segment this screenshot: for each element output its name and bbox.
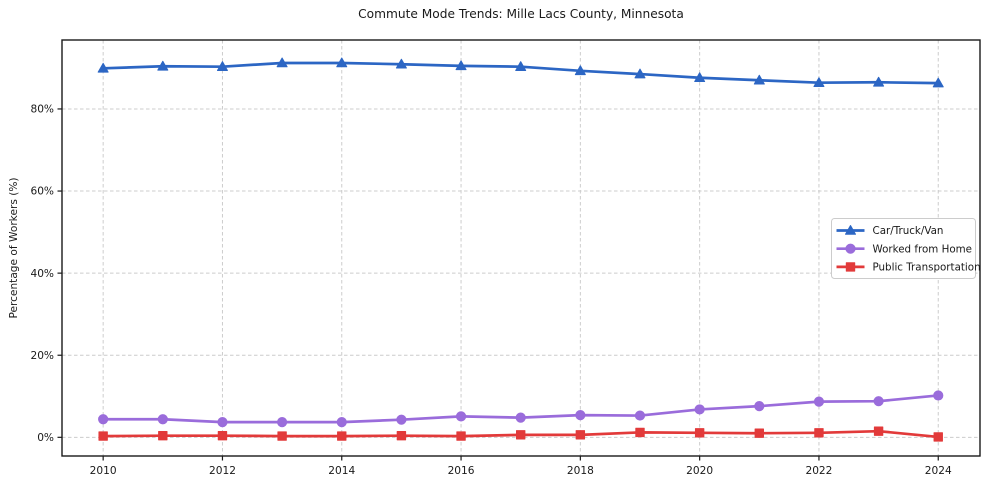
marker-public-transportation-2024 xyxy=(933,432,943,442)
marker-car-truck-van-2011 xyxy=(157,60,169,71)
marker-car-truck-van-2018 xyxy=(574,65,586,76)
marker-car-truck-van-2023 xyxy=(873,76,885,87)
x-tick-label: 2010 xyxy=(90,465,117,477)
legend-item-public-transportation: Public Transportation xyxy=(836,262,981,274)
marker-car-truck-van-2022 xyxy=(813,77,825,87)
marker-worked-from-home-2017 xyxy=(515,412,526,423)
marker-public-transportation-2018 xyxy=(575,430,586,440)
marker-public-transportation-2019 xyxy=(635,427,645,438)
marker-public-transportation-2020 xyxy=(694,428,705,438)
marker-worked-from-home-2013 xyxy=(277,417,288,428)
marker-worked-from-home-2012 xyxy=(217,417,228,428)
series-worked-from-home xyxy=(98,390,944,428)
marker-car-truck-van-2015 xyxy=(395,58,407,69)
marker-car-truck-van-2012 xyxy=(216,61,228,71)
legend-label: Public Transportation xyxy=(873,262,981,274)
x-tick-label: 2024 xyxy=(925,465,952,477)
x-tick-label: 2014 xyxy=(328,465,355,477)
axes-ticks: 2010 2012 2014 2016 2018 2020 2022 2024 0% 20% 40%… xyxy=(30,104,952,477)
marker-car-truck-van-2013 xyxy=(276,57,288,68)
y-axis-label: Percentage of Workers (%) xyxy=(8,177,20,319)
legend-box xyxy=(831,218,976,279)
marker-car-truck-van-2016 xyxy=(455,60,467,71)
marker-public-transportation-2021 xyxy=(754,428,764,438)
marker-car-truck-van-2010 xyxy=(97,62,109,73)
marker-worked-from-home-2016 xyxy=(455,411,467,422)
marker-worked-from-home-2021 xyxy=(754,401,765,412)
marker-public-transportation-2017 xyxy=(516,430,526,440)
marker-worked-from-home-2020 xyxy=(694,404,705,415)
y-tick-label: 60% xyxy=(30,186,54,198)
x-tick-label: 2022 xyxy=(805,465,832,477)
series-car-truck-van xyxy=(97,57,944,88)
marker-car-truck-van-2014 xyxy=(336,57,348,68)
marker-public-transportation-2013 xyxy=(277,431,287,441)
x-tick-label: 2012 xyxy=(209,465,236,477)
chart-title: Commute Mode Trends: Mille Lacs County, … xyxy=(358,7,684,21)
marker-worked-from-home-2023 xyxy=(873,396,884,407)
marker-public-transportation-2010 xyxy=(98,431,108,441)
marker-car-truck-van-2020 xyxy=(694,72,706,83)
x-tick-label: 2020 xyxy=(686,465,713,477)
legend-triangle-marker-icon xyxy=(845,225,856,235)
marker-car-truck-van-2019 xyxy=(634,68,646,79)
legend-circle-marker-icon xyxy=(845,243,856,254)
plot-frame xyxy=(61,39,981,457)
marker-public-transportation-2011 xyxy=(158,430,168,441)
marker-worked-from-home-2010 xyxy=(98,414,109,425)
y-tick-label: 80% xyxy=(30,104,54,116)
marker-car-truck-van-2021 xyxy=(753,74,765,85)
series-public-transportation xyxy=(98,426,943,442)
x-tick-label: 2018 xyxy=(567,465,594,477)
marker-worked-from-home-2019 xyxy=(634,410,646,421)
marker-worked-from-home-2015 xyxy=(396,414,407,425)
marker-public-transportation-2015 xyxy=(396,430,407,441)
marker-public-transportation-2022 xyxy=(814,428,824,438)
marker-public-transportation-2014 xyxy=(337,431,347,441)
x-tick-label: 2016 xyxy=(448,465,475,477)
marker-worked-from-home-2024 xyxy=(933,390,944,401)
marker-public-transportation-2016 xyxy=(456,431,466,441)
legend-label: Worked from Home xyxy=(873,243,973,255)
y-tick-label: 40% xyxy=(30,268,54,280)
marker-public-transportation-2023 xyxy=(873,426,884,436)
marker-public-transportation-2012 xyxy=(217,430,228,441)
y-tick-label: 20% xyxy=(30,350,54,362)
marker-worked-from-home-2022 xyxy=(813,396,825,407)
y-tick-label: 0% xyxy=(37,432,54,444)
marker-worked-from-home-2011 xyxy=(157,414,168,425)
marker-car-truck-van-2017 xyxy=(515,61,527,71)
legend-label: Car/Truck/Van xyxy=(873,225,944,237)
marker-worked-from-home-2018 xyxy=(575,410,586,421)
legend-item-worked-from-home: Worked from Home xyxy=(836,243,973,255)
marker-worked-from-home-2014 xyxy=(336,417,347,428)
legend-square-marker-icon xyxy=(845,262,856,272)
legend: Car/Truck/Van Worked from Home Public Tran… xyxy=(831,218,981,279)
marker-car-truck-van-2024 xyxy=(932,77,944,88)
legend-item-car-truck-van: Car/Truck/Van xyxy=(836,225,944,237)
